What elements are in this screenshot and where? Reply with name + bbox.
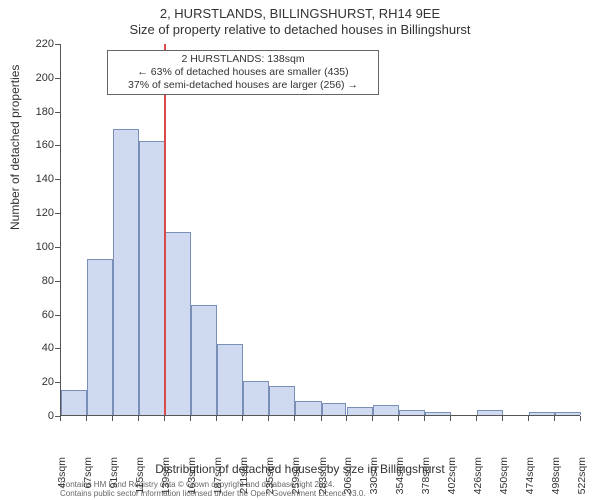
x-tick-label: 306sqm: [342, 457, 354, 500]
histogram-bar: [399, 410, 425, 415]
x-tick-mark: [190, 416, 191, 421]
y-tick-label: 40: [4, 342, 54, 354]
plot-area: [60, 44, 580, 416]
histogram-bar: [555, 412, 581, 415]
x-tick-mark: [268, 416, 269, 421]
x-tick-label: 498sqm: [550, 457, 562, 500]
y-tick-label: 200: [4, 72, 54, 84]
annotation-line: ← 63% of detached houses are smaller (43…: [114, 66, 372, 79]
y-tick-label: 180: [4, 106, 54, 118]
x-tick-mark: [321, 416, 322, 421]
y-tick-mark: [55, 213, 60, 214]
histogram-bar: [87, 259, 113, 415]
y-tick-mark: [55, 179, 60, 180]
y-tick-mark: [55, 281, 60, 282]
y-tick-mark: [55, 382, 60, 383]
histogram-bar: [191, 305, 217, 415]
x-tick-mark: [138, 416, 139, 421]
x-tick-mark: [424, 416, 425, 421]
y-tick-mark: [55, 112, 60, 113]
annotation-box: 2 HURSTLANDS: 138sqm← 63% of detached ho…: [107, 50, 379, 95]
y-tick-label: 120: [4, 207, 54, 219]
x-tick-mark: [372, 416, 373, 421]
x-tick-mark: [398, 416, 399, 421]
x-tick-mark: [60, 416, 61, 421]
x-tick-label: 283sqm: [317, 457, 329, 500]
x-tick-label: 402sqm: [446, 457, 458, 500]
x-tick-mark: [164, 416, 165, 421]
x-tick-mark: [502, 416, 503, 421]
x-tick-label: 211sqm: [238, 457, 250, 500]
x-tick-label: 43sqm: [56, 457, 68, 500]
y-tick-label: 60: [4, 309, 54, 321]
chart-title-line2: Size of property relative to detached ho…: [0, 22, 600, 37]
y-tick-label: 100: [4, 241, 54, 253]
x-tick-mark: [528, 416, 529, 421]
histogram-bar: [322, 403, 347, 415]
x-tick-mark: [216, 416, 217, 421]
histogram-bar: [217, 344, 243, 415]
x-tick-label: 67sqm: [82, 457, 94, 500]
y-tick-label: 220: [4, 38, 54, 50]
x-tick-label: 259sqm: [290, 457, 302, 500]
x-tick-label: 163sqm: [186, 457, 198, 500]
y-tick-label: 140: [4, 173, 54, 185]
x-tick-label: 187sqm: [212, 457, 224, 500]
x-tick-label: 354sqm: [394, 457, 406, 500]
x-tick-mark: [346, 416, 347, 421]
annotation-line: 2 HURSTLANDS: 138sqm: [114, 53, 372, 66]
chart-container: 2, HURSTLANDS, BILLINGSHURST, RH14 9EE S…: [0, 0, 600, 500]
y-tick-mark: [55, 348, 60, 349]
x-tick-label: 474sqm: [524, 457, 536, 500]
reference-line: [164, 44, 166, 415]
x-tick-label: 450sqm: [498, 457, 510, 500]
y-tick-mark: [55, 145, 60, 146]
x-tick-mark: [86, 416, 87, 421]
histogram-bar: [165, 232, 191, 415]
y-tick-mark: [55, 315, 60, 316]
histogram-bar: [139, 141, 165, 415]
histogram-bar: [113, 129, 139, 415]
x-tick-mark: [476, 416, 477, 421]
x-tick-label: 330sqm: [368, 457, 380, 500]
histogram-bar: [425, 412, 451, 415]
x-tick-label: 522sqm: [576, 457, 588, 500]
annotation-line: 37% of semi-detached houses are larger (…: [114, 79, 372, 92]
histogram-bar: [347, 407, 373, 415]
x-tick-mark: [450, 416, 451, 421]
y-tick-mark: [55, 247, 60, 248]
x-tick-mark: [294, 416, 295, 421]
x-tick-mark: [554, 416, 555, 421]
x-tick-label: 235sqm: [264, 457, 276, 500]
histogram-bar: [269, 386, 295, 415]
histogram-bar: [295, 401, 321, 415]
chart-title-line1: 2, HURSTLANDS, BILLINGSHURST, RH14 9EE: [0, 6, 600, 21]
x-tick-mark: [242, 416, 243, 421]
y-tick-mark: [55, 44, 60, 45]
x-tick-label: 378sqm: [420, 457, 432, 500]
y-tick-label: 0: [4, 410, 54, 422]
x-tick-label: 115sqm: [134, 457, 146, 500]
histogram-bar: [477, 410, 503, 415]
x-tick-mark: [580, 416, 581, 421]
x-tick-label: 91sqm: [108, 457, 120, 500]
y-tick-label: 80: [4, 275, 54, 287]
x-tick-mark: [112, 416, 113, 421]
histogram-bar: [61, 390, 87, 415]
y-tick-label: 20: [4, 376, 54, 388]
x-tick-label: 139sqm: [160, 457, 172, 500]
histogram-bar: [373, 405, 399, 415]
histogram-bar: [529, 412, 555, 415]
y-tick-mark: [55, 78, 60, 79]
x-tick-label: 426sqm: [472, 457, 484, 500]
histogram-bar: [243, 381, 269, 415]
y-tick-label: 160: [4, 139, 54, 151]
